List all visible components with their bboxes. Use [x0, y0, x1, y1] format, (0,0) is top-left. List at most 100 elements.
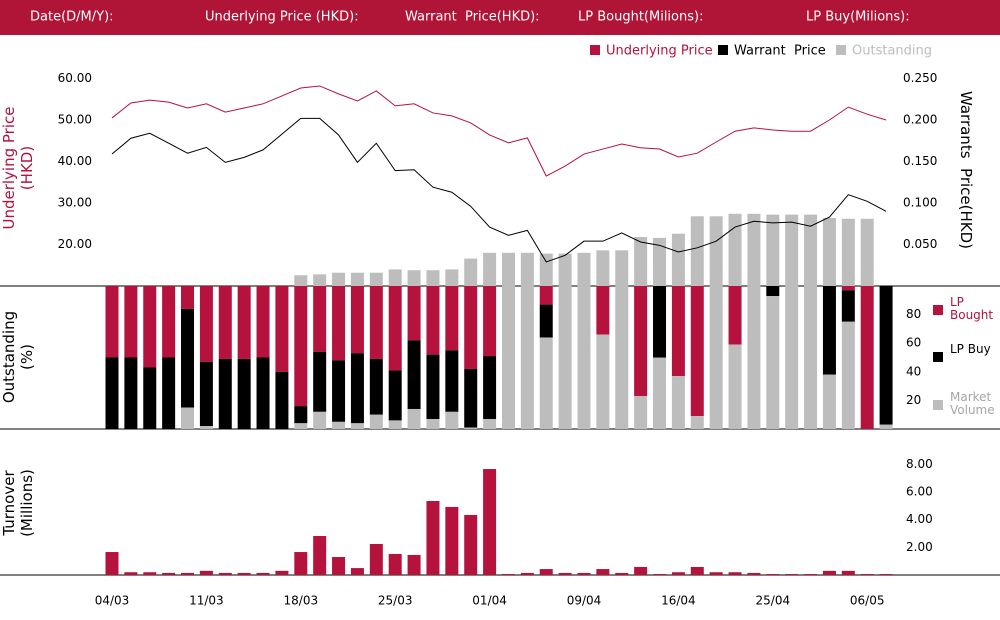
tick-label: 4.00 — [906, 512, 933, 526]
bar — [785, 214, 799, 286]
bar — [237, 572, 251, 575]
x-tick-label: 25/04 — [756, 594, 791, 608]
bar-segment — [407, 340, 421, 409]
series-line — [111, 117, 887, 263]
bar — [766, 574, 780, 575]
bar-segment — [294, 423, 308, 429]
y-axis-label: Outstanding (%) — [0, 306, 36, 404]
bar-segment — [445, 411, 459, 429]
bar — [294, 552, 308, 575]
bar-segment — [313, 286, 327, 352]
bar-segment — [181, 286, 195, 309]
tick-label: 6.00 — [906, 485, 933, 499]
bar — [256, 572, 270, 575]
legend-swatch — [933, 400, 943, 410]
bar — [275, 570, 289, 575]
bar-segment — [615, 286, 629, 429]
bar-segment — [426, 418, 440, 429]
bar — [369, 272, 383, 286]
bar-segment — [539, 304, 553, 338]
bar-segment — [199, 361, 213, 427]
bar — [653, 237, 667, 286]
bar-segment — [426, 354, 440, 419]
bar-segment — [124, 286, 138, 358]
bar — [860, 218, 874, 286]
bar-segment — [747, 286, 761, 429]
bar-segment — [520, 286, 534, 429]
bar — [766, 214, 780, 286]
bar-segment — [879, 424, 893, 429]
bar-segment — [199, 426, 213, 429]
bar-segment — [653, 357, 667, 429]
header-field: Date(D/M/Y): — [30, 10, 114, 25]
bar — [822, 217, 836, 286]
header-field: LP Buy(Milions): — [806, 10, 910, 25]
bar-segment — [332, 360, 346, 422]
bar-segment — [822, 374, 836, 429]
bar-segment — [577, 286, 591, 429]
bar-segment — [350, 353, 364, 424]
header-field: LP Bought(Milions): — [578, 10, 703, 25]
bar-segment — [237, 358, 251, 429]
bar — [615, 250, 629, 286]
tick-label: 0.150 — [903, 154, 937, 168]
legend-swatch — [933, 352, 943, 362]
tick-label: 0.250 — [903, 71, 937, 85]
tick-label: 20.00 — [58, 237, 92, 251]
tick-label: 50.00 — [58, 113, 92, 127]
tick-label: 20 — [906, 393, 921, 407]
bar — [332, 557, 346, 575]
bar-segment — [369, 286, 383, 359]
bar — [653, 574, 667, 575]
bar — [426, 270, 440, 286]
tick-label: 0.200 — [903, 113, 937, 127]
bar-segment — [350, 286, 364, 354]
bar-segment — [671, 286, 685, 377]
bar-segment — [407, 286, 421, 341]
bar-segment — [539, 286, 553, 305]
y2-axis-label: Warrants Price(HKD) — [957, 90, 975, 250]
bar — [350, 272, 364, 286]
bar-segment — [860, 286, 874, 429]
legend-label: Warrant Price — [734, 44, 826, 59]
bar-segment — [350, 423, 364, 429]
bar-segment — [653, 286, 667, 358]
bar — [558, 572, 572, 575]
bar-segment — [388, 370, 402, 421]
bar — [162, 572, 176, 575]
bar — [728, 213, 742, 286]
bar-segment — [464, 286, 478, 369]
bar-segment — [332, 286, 346, 361]
bar-segment — [294, 286, 308, 407]
bar-segment — [388, 420, 402, 429]
bar — [445, 269, 459, 286]
bar — [671, 233, 685, 286]
bar — [105, 552, 119, 575]
bar-segment — [313, 411, 327, 429]
bar-segment — [275, 286, 289, 372]
bar-segment — [539, 337, 553, 429]
bar — [577, 572, 591, 575]
bar — [313, 274, 327, 286]
bar — [181, 572, 195, 575]
bar — [841, 218, 855, 286]
y-axis-label: Turnover (Millions) — [0, 465, 36, 537]
bar-segment — [369, 358, 383, 415]
bar-segment — [766, 286, 780, 297]
x-tick-label: 04/03 — [95, 594, 130, 608]
bar-segment — [483, 356, 497, 419]
bar-segment — [464, 368, 478, 428]
bar-segment — [256, 286, 270, 358]
x-tick-label: 18/03 — [284, 594, 319, 608]
bar — [634, 237, 648, 286]
bar — [294, 275, 308, 286]
bar-segment — [728, 344, 742, 429]
legend-swatch — [836, 45, 846, 55]
bar — [369, 544, 383, 575]
legend-label: LP Buy — [950, 342, 991, 356]
bar-segment — [332, 421, 346, 429]
bar — [464, 514, 478, 575]
bar — [407, 554, 421, 575]
bar-segment — [634, 286, 648, 397]
